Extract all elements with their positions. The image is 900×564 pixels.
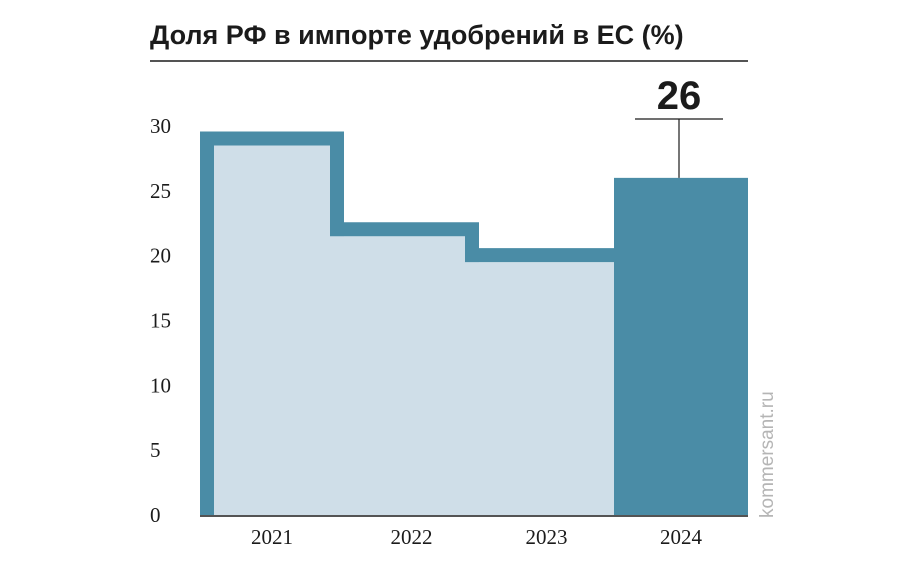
bar-2021 xyxy=(214,145,344,515)
y-tick-label: 15 xyxy=(150,309,171,333)
y-tick-label: 25 xyxy=(150,179,171,203)
callout-value: 26 xyxy=(657,74,702,118)
watermark: kommersant.ru xyxy=(757,391,778,518)
bar-2023 xyxy=(479,262,614,515)
x-tick-label: 2021 xyxy=(251,525,293,549)
plot-area xyxy=(200,131,748,517)
x-tick-label: 2023 xyxy=(526,525,568,549)
x-axis-ticks: 2021 2022 2023 2024 xyxy=(251,525,703,549)
chart-title: Доля РФ в импорте удобрений в ЕС (%) xyxy=(150,20,684,50)
y-tick-label: 5 xyxy=(150,438,161,462)
y-tick-label: 30 xyxy=(150,114,171,138)
y-tick-label: 0 xyxy=(150,503,161,527)
annotation: 26 xyxy=(635,74,723,178)
y-tick-label: 10 xyxy=(150,373,171,397)
x-tick-label: 2022 xyxy=(391,525,433,549)
y-axis-ticks: 0 5 10 15 20 25 30 xyxy=(150,114,171,527)
bar-2024 xyxy=(614,177,748,515)
bar-2022 xyxy=(344,236,479,515)
y-tick-label: 20 xyxy=(150,244,171,268)
x-tick-label: 2024 xyxy=(660,525,703,549)
